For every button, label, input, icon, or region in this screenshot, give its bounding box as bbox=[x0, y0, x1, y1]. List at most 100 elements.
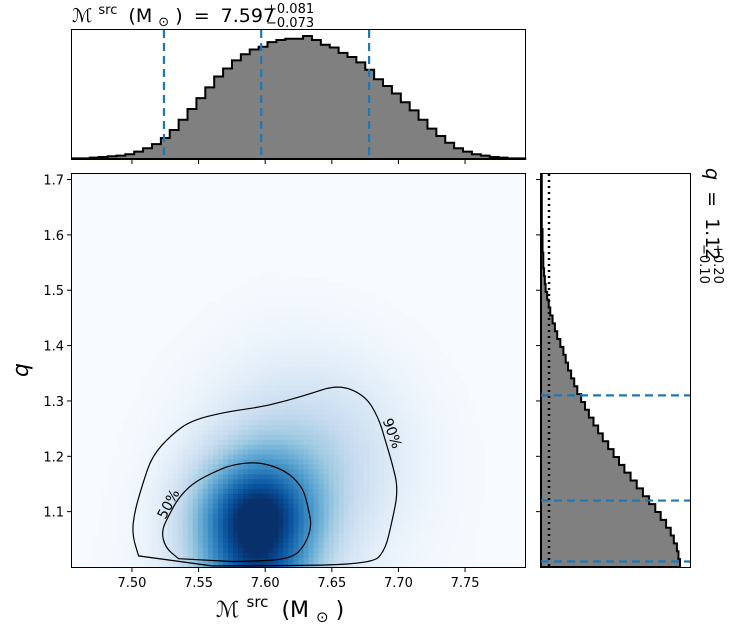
density-cell bbox=[434, 385, 441, 391]
density-cell bbox=[273, 444, 279, 450]
density-cell bbox=[384, 434, 390, 440]
density-cell bbox=[399, 439, 405, 445]
density-cell bbox=[283, 380, 290, 386]
density-cell bbox=[419, 542, 425, 548]
density-cell bbox=[127, 478, 133, 485]
density-cell bbox=[233, 331, 239, 337]
density-cell bbox=[152, 498, 159, 504]
density-cell bbox=[268, 552, 274, 558]
density-cell bbox=[112, 562, 118, 568]
density-cell bbox=[308, 419, 315, 426]
density-cell bbox=[202, 345, 209, 352]
density-cell bbox=[263, 434, 269, 440]
density-cell bbox=[409, 429, 415, 435]
density-cell bbox=[459, 547, 466, 553]
density-cell bbox=[258, 419, 264, 426]
density-cell bbox=[374, 483, 380, 489]
density-cell bbox=[353, 468, 360, 475]
density-cell bbox=[233, 444, 239, 450]
density-cell bbox=[429, 439, 435, 445]
density-cell bbox=[223, 375, 229, 381]
density-cell bbox=[404, 463, 410, 470]
density-cell bbox=[464, 552, 471, 558]
density-cell bbox=[162, 414, 169, 421]
density-cell bbox=[212, 444, 219, 450]
density-cell bbox=[212, 458, 219, 465]
density-cell bbox=[439, 562, 446, 568]
density-cell bbox=[363, 291, 370, 298]
density-cell bbox=[323, 434, 330, 440]
density-cell bbox=[409, 537, 415, 544]
density-cell bbox=[429, 508, 435, 514]
density-cell bbox=[348, 360, 355, 367]
density-cell bbox=[363, 468, 370, 475]
density-cell bbox=[172, 395, 179, 401]
density-cell bbox=[278, 385, 284, 391]
density-cell bbox=[263, 341, 269, 347]
density-cell bbox=[233, 409, 239, 416]
density-cell bbox=[379, 512, 385, 519]
density-cell bbox=[449, 434, 456, 440]
density-cell bbox=[293, 488, 300, 494]
density-cell bbox=[127, 517, 133, 524]
density-cell bbox=[394, 414, 400, 421]
density-cell bbox=[263, 473, 269, 480]
density-cell bbox=[469, 468, 476, 475]
density-cell bbox=[197, 468, 204, 475]
density-cell bbox=[132, 498, 139, 504]
density-cell bbox=[444, 375, 451, 381]
density-cell bbox=[137, 562, 144, 568]
density-cell bbox=[288, 355, 295, 362]
density-cell bbox=[429, 345, 435, 352]
density-cell bbox=[248, 301, 254, 308]
density-cell bbox=[384, 419, 390, 426]
density-cell bbox=[399, 488, 405, 494]
density-cell bbox=[162, 429, 169, 435]
density-cell bbox=[419, 557, 425, 563]
density-cell bbox=[182, 547, 189, 553]
density-cell bbox=[298, 316, 305, 322]
density-cell bbox=[233, 493, 239, 499]
density-cell bbox=[268, 493, 274, 499]
density-cell bbox=[449, 458, 456, 465]
density-cell bbox=[217, 458, 224, 465]
density-cell bbox=[157, 404, 164, 411]
density-cell bbox=[288, 321, 295, 327]
density-cell bbox=[223, 463, 229, 470]
density-cell bbox=[217, 375, 224, 381]
density-cell bbox=[454, 385, 461, 391]
density-cell bbox=[253, 517, 259, 524]
density-cell bbox=[233, 336, 239, 342]
density-cell bbox=[152, 434, 159, 440]
density-cell bbox=[233, 458, 239, 465]
density-cell bbox=[157, 473, 164, 480]
density-cell bbox=[353, 478, 360, 485]
density-cell bbox=[187, 360, 194, 367]
density-cell bbox=[167, 429, 174, 435]
density-cell bbox=[348, 444, 355, 450]
density-cell bbox=[303, 547, 310, 553]
density-cell bbox=[253, 449, 259, 455]
density-cell bbox=[394, 306, 400, 313]
density-cell bbox=[253, 350, 259, 357]
density-cell bbox=[293, 483, 300, 489]
density-cell bbox=[368, 468, 375, 475]
density-cell bbox=[207, 390, 214, 396]
density-cell bbox=[283, 429, 290, 435]
density-cell bbox=[253, 454, 259, 460]
density-cell bbox=[389, 336, 395, 342]
density-cell bbox=[187, 522, 194, 529]
density-cell bbox=[308, 345, 315, 352]
density-cell bbox=[177, 537, 184, 544]
density-cell bbox=[192, 552, 199, 558]
density-cell bbox=[197, 473, 204, 480]
density-cell bbox=[439, 424, 446, 431]
density-cell bbox=[182, 478, 189, 485]
density-cell bbox=[243, 488, 249, 494]
density-cell bbox=[172, 517, 179, 524]
density-cell bbox=[192, 483, 199, 489]
density-cell bbox=[182, 404, 189, 411]
density-cell bbox=[298, 454, 305, 460]
density-cell bbox=[172, 483, 179, 489]
density-cell bbox=[404, 557, 410, 563]
